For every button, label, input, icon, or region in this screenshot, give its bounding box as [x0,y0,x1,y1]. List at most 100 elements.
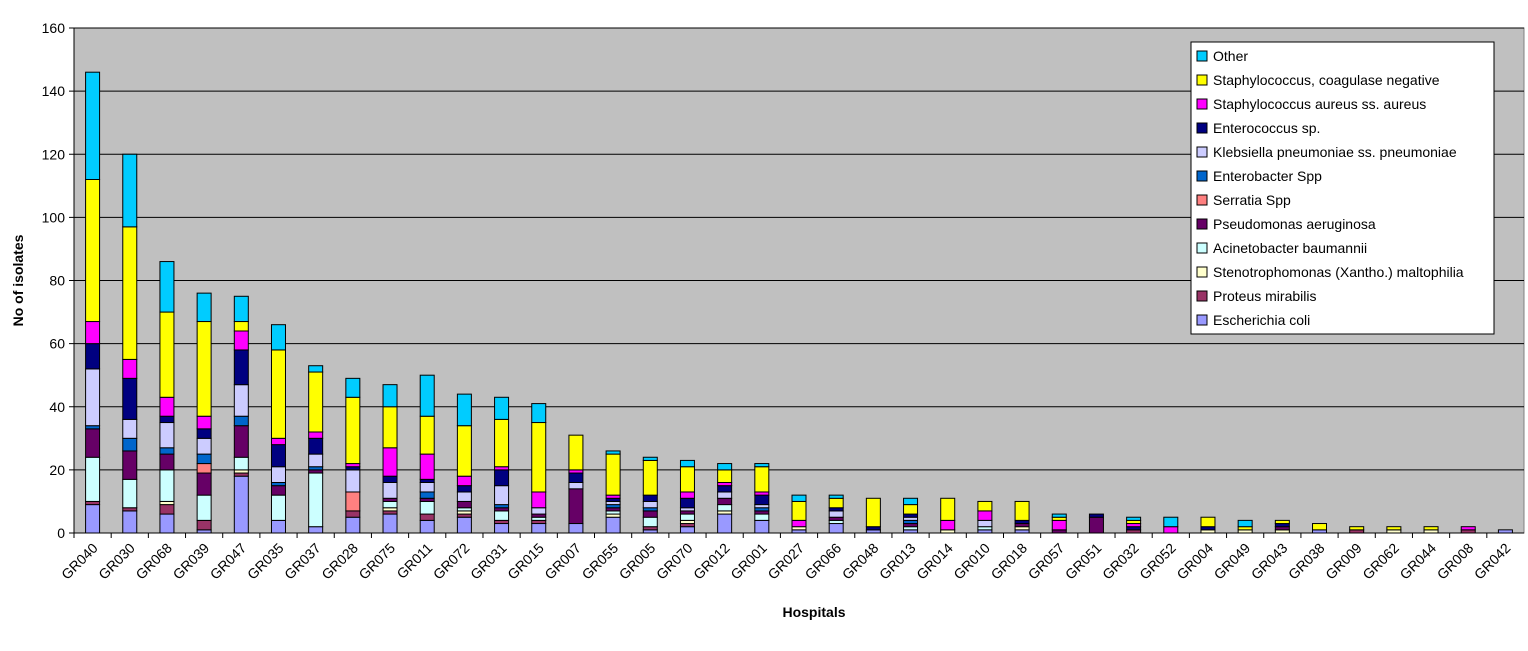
bar-segment [828,523,844,534]
legend-entry: Enterobacter Spp [1213,168,1322,184]
bar-segment [679,497,695,509]
bar-segment [791,500,807,521]
bar-segment [754,463,770,468]
bar-segment [382,500,398,509]
bar-segment [754,494,770,506]
bar-segment [419,415,435,455]
bar-segment [1200,516,1216,528]
bar-segment [717,497,733,506]
bar-segment [270,485,286,496]
bar-segment [233,295,249,323]
bar-segment [642,516,658,528]
x-tick-label: GR008 [1434,540,1477,583]
bar-segment [122,450,138,480]
x-tick-label: GR047 [207,540,250,583]
x-tick-label: GR040 [58,540,101,583]
legend-swatch [1196,314,1208,326]
x-tick-label: GR048 [839,540,882,583]
legend-swatch [1196,170,1208,182]
bar-segment [308,431,324,439]
bar-segment [1126,516,1142,521]
bar-segment [196,437,212,455]
bar-segment [717,513,733,534]
x-tick-label: GR004 [1173,540,1216,583]
legend-entry: Klebsiella pneumoniae ss. pneumoniae [1213,144,1457,160]
x-tick-label: GR042 [1471,540,1514,583]
x-tick-label: GR032 [1099,540,1142,583]
bar-segment [642,500,658,509]
bar-segment [717,504,733,512]
bar-segment [85,179,101,323]
bar-segment [85,504,101,534]
bar-segment [270,437,286,446]
bar-segment [977,519,993,528]
bar-segment [605,450,621,455]
legend-entry: Enterococcus sp. [1213,120,1320,136]
bar-segment [679,466,695,493]
x-tick-label: GR031 [467,540,510,583]
bar-segment [382,406,398,449]
bar-segment [717,485,733,493]
y-tick-label: 120 [42,146,66,162]
bar-segment [122,418,138,439]
x-tick-label: GR009 [1322,540,1365,583]
legend-swatch [1196,194,1208,206]
x-tick-label: GR028 [318,540,361,583]
bar-segment [382,482,398,499]
bar-segment [122,153,138,228]
bar-segment [122,437,138,452]
bar-segment [419,491,435,499]
bar-segment [308,472,324,528]
bar-segment [494,469,510,487]
bar-segment [1460,526,1476,531]
legend-entry: Acinetobacter baumannii [1213,240,1367,256]
bar-segment [977,510,993,521]
bar-segment [85,368,101,427]
bar-segment [456,516,472,534]
x-tick-label: GR030 [95,540,138,583]
x-tick-label: GR068 [132,540,175,583]
bar-segment [568,434,584,471]
y-axis-title: No of isolates [10,234,26,326]
x-tick-label: GR051 [1062,540,1105,583]
bar-segment [159,447,175,455]
bar-segment [940,519,956,531]
bar-segment [1163,516,1179,528]
bar-segment [531,523,547,534]
bar-segment [308,371,324,433]
bar-segment [568,482,584,490]
bar-segment [382,447,398,477]
bar-segment [85,343,101,370]
bar-segment [345,469,361,493]
y-tick-label: 100 [42,209,66,225]
bar-segment [419,482,435,493]
bar-segment [419,500,435,515]
bar-segment [233,425,249,458]
x-tick-label: GR049 [1211,540,1254,583]
x-tick-label: GR007 [541,540,584,583]
bar-segment [345,491,361,512]
bar-segment [568,523,584,534]
bar-segment [270,466,286,483]
bar-segment [903,504,919,515]
bar-segment [754,466,770,493]
x-tick-label: GR037 [281,540,324,583]
bar-segment [382,475,398,483]
x-tick-label: GR005 [616,540,659,583]
x-tick-label: GR012 [690,540,733,583]
bar-segment [159,261,175,313]
bar-segment [122,377,138,420]
bar-segment [270,494,286,521]
x-tick-label: GR014 [913,540,956,583]
bar-segment [159,504,175,515]
legend-swatch [1196,122,1208,134]
bar-segment [159,469,175,502]
bar-segment [679,459,695,468]
bar-segment [903,497,919,506]
x-tick-label: GR015 [504,540,547,583]
bar-segment [754,513,770,521]
bar-segment [345,377,361,398]
bar-segment [308,526,324,534]
bar-segment [159,513,175,534]
